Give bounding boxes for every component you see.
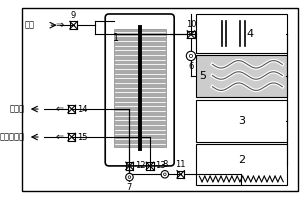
Text: 6: 6 (188, 62, 194, 71)
Text: 净化液: 净化液 (10, 105, 25, 114)
Text: 5: 5 (200, 71, 207, 81)
Text: ⇒: ⇒ (56, 20, 64, 30)
FancyBboxPatch shape (105, 14, 174, 166)
Text: 15: 15 (77, 133, 88, 142)
Circle shape (128, 176, 131, 178)
Circle shape (186, 51, 196, 61)
Circle shape (126, 173, 133, 181)
Text: 4: 4 (247, 29, 254, 39)
Text: 3: 3 (238, 116, 245, 126)
Text: 10: 10 (186, 20, 196, 29)
Text: 金属富集液: 金属富集液 (0, 133, 25, 142)
Bar (196, 55, 287, 97)
Text: 9: 9 (71, 11, 76, 20)
Circle shape (164, 173, 166, 176)
Bar (196, 100, 287, 142)
Bar (196, 14, 287, 53)
Text: 7: 7 (127, 183, 132, 192)
Text: 14: 14 (77, 105, 88, 114)
Text: 1: 1 (113, 33, 119, 43)
Text: 8: 8 (162, 160, 167, 169)
Bar (196, 144, 287, 185)
Bar (114, 29, 166, 147)
Text: 12: 12 (135, 161, 146, 170)
Text: 废水: 废水 (25, 21, 35, 30)
Circle shape (161, 171, 169, 178)
Text: 13: 13 (155, 161, 166, 170)
Text: 2: 2 (238, 155, 245, 165)
Text: 11: 11 (176, 160, 186, 169)
Text: ⇐: ⇐ (56, 132, 64, 142)
Circle shape (189, 54, 193, 58)
Text: ⇐: ⇐ (56, 104, 64, 114)
